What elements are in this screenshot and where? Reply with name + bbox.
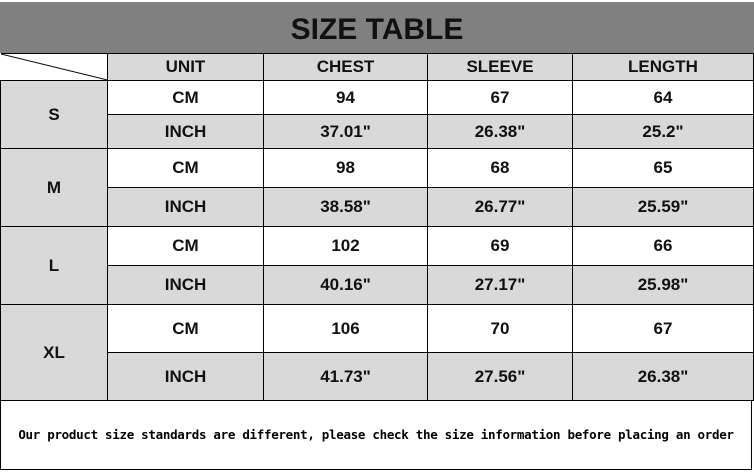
sleeve-cell: 27.17" bbox=[427, 265, 573, 305]
length-cell: 66 bbox=[572, 226, 754, 266]
sleeve-cell: 69 bbox=[427, 226, 573, 266]
chest-cell: 40.16" bbox=[263, 265, 428, 305]
header-sleeve: SLEEVE bbox=[427, 53, 573, 81]
sleeve-cell: 26.38" bbox=[427, 114, 573, 149]
sleeve-cell: 70 bbox=[427, 304, 573, 353]
length-cell: 67 bbox=[572, 304, 754, 353]
unit-cell: INCH bbox=[107, 114, 264, 149]
unit-cell: CM bbox=[107, 80, 264, 115]
unit-cell: CM bbox=[107, 226, 264, 266]
sleeve-cell: 68 bbox=[427, 148, 573, 188]
table-row: S CM 94 67 64 bbox=[0, 80, 754, 149]
length-cell: 25.2" bbox=[572, 114, 754, 149]
table-row: XL CM 106 70 67 bbox=[0, 304, 754, 401]
length-cell: 65 bbox=[572, 148, 754, 188]
size-label: M bbox=[0, 148, 108, 227]
length-cell: 25.98" bbox=[572, 265, 754, 305]
chest-cell: 41.73" bbox=[263, 352, 428, 401]
chest-cell: 98 bbox=[263, 148, 428, 188]
unit-cell: INCH bbox=[107, 352, 264, 401]
size-note: Our product size standards are different… bbox=[0, 400, 752, 470]
length-cell: 26.38" bbox=[572, 352, 754, 401]
size-table-title: SIZE TABLE bbox=[0, 2, 754, 53]
size-label: L bbox=[0, 226, 108, 305]
chest-cell: 102 bbox=[263, 226, 428, 266]
chest-cell: 38.58" bbox=[263, 187, 428, 227]
header-unit: UNIT bbox=[107, 53, 264, 81]
table-row: INCH 38.58" 26.77" 25.59" bbox=[1, 187, 754, 227]
size-table: UNIT CHEST SLEEVE LENGTH S CM 94 67 64 I… bbox=[0, 53, 754, 401]
table-row: INCH 40.16" 27.17" 25.98" bbox=[1, 265, 754, 305]
table-row: M CM 98 68 65 bbox=[0, 148, 754, 227]
unit-cell: INCH bbox=[107, 187, 264, 227]
header-chest: CHEST bbox=[263, 53, 428, 81]
length-cell: 64 bbox=[572, 80, 754, 115]
chest-cell: 94 bbox=[263, 80, 428, 115]
sleeve-cell: 26.77" bbox=[427, 187, 573, 227]
header-row: UNIT CHEST SLEEVE LENGTH bbox=[0, 53, 754, 81]
sleeve-cell: 27.56" bbox=[427, 352, 573, 401]
table-row: INCH 37.01" 26.38" 25.2" bbox=[1, 114, 754, 149]
size-label: S bbox=[0, 80, 108, 149]
length-cell: 25.59" bbox=[572, 187, 754, 227]
corner-cell bbox=[0, 53, 108, 81]
sleeve-cell: 67 bbox=[427, 80, 573, 115]
unit-cell: CM bbox=[107, 148, 264, 188]
unit-cell: INCH bbox=[107, 265, 264, 305]
chest-cell: 106 bbox=[263, 304, 428, 353]
table-row: L CM 102 69 66 bbox=[0, 226, 754, 305]
unit-cell: CM bbox=[107, 304, 264, 353]
chest-cell: 37.01" bbox=[263, 114, 428, 149]
size-label: XL bbox=[0, 304, 108, 401]
table-row: INCH 41.73" 27.56" 26.38" bbox=[1, 352, 754, 401]
header-length: LENGTH bbox=[572, 53, 754, 81]
